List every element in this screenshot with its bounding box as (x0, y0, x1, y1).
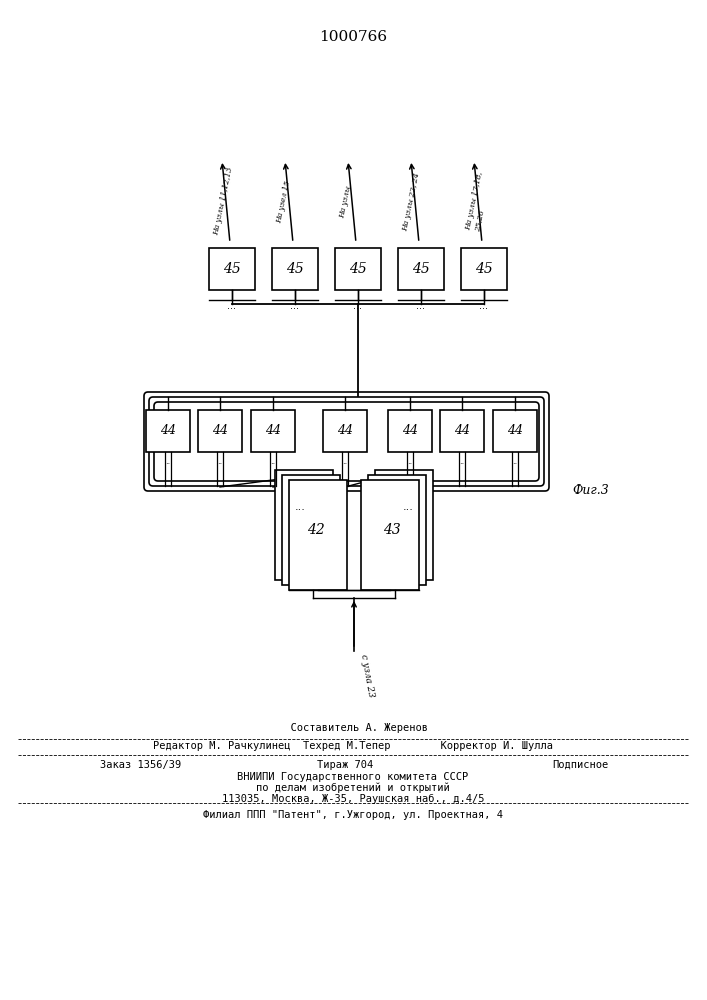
Text: ...: ... (416, 301, 426, 311)
Text: ..: .. (407, 458, 413, 466)
Bar (209, 248, 255, 290)
Bar (146, 410, 190, 452)
Text: На узлы 17,18,
25,26: На узлы 17,18, 25,26 (464, 170, 493, 233)
Bar (335, 248, 381, 290)
Text: Редактор М. Рачкулинец  Техред М.Тепер        Корректор И. Шулла: Редактор М. Рачкулинец Техред М.Тепер Ко… (153, 741, 553, 751)
Text: На узлы 11,12,13: На узлы 11,12,13 (212, 167, 234, 236)
Text: ..: .. (270, 458, 276, 466)
Text: ..: .. (165, 458, 170, 466)
Text: ..: .. (342, 458, 348, 466)
Bar (461, 248, 507, 290)
Text: ..: .. (513, 458, 518, 466)
Text: 45: 45 (286, 262, 304, 276)
Text: ...: ... (228, 301, 237, 311)
Text: Заказ 1356/39: Заказ 1356/39 (100, 760, 181, 770)
Text: 44: 44 (337, 424, 353, 438)
Bar (198, 410, 242, 452)
Text: 44: 44 (454, 424, 470, 438)
Text: 44: 44 (507, 424, 523, 438)
Text: 42: 42 (307, 523, 325, 537)
Text: ..: .. (217, 458, 223, 466)
Text: На узел 15: На узел 15 (275, 179, 292, 224)
Bar (323, 410, 367, 452)
Text: 45: 45 (475, 262, 493, 276)
Bar (282, 475, 340, 585)
Text: 44: 44 (212, 424, 228, 438)
Bar (368, 475, 426, 585)
Text: ...: ... (354, 301, 363, 311)
Text: 45: 45 (412, 262, 430, 276)
Text: ...: ... (402, 502, 414, 524)
Text: 113035, Москва, Ж-35, Раушская наб., д.4/5: 113035, Москва, Ж-35, Раушская наб., д.4… (222, 794, 484, 804)
Text: 1000766: 1000766 (319, 30, 387, 44)
Text: Филиал ППП "Патент", г.Ужгород, ул. Проектная, 4: Филиал ППП "Патент", г.Ужгород, ул. Прое… (203, 810, 503, 820)
Text: с узла 23: с узла 23 (359, 653, 375, 697)
Text: 44: 44 (160, 424, 176, 438)
Text: На узлы 22, 24: На узлы 22, 24 (401, 171, 421, 232)
Text: ...: ... (479, 301, 489, 311)
Bar (375, 470, 433, 580)
Bar (398, 248, 444, 290)
Bar (251, 410, 295, 452)
Bar (440, 410, 484, 452)
Text: 44: 44 (402, 424, 418, 438)
Text: ВНИИПИ Государственного комитета СССР: ВНИИПИ Государственного комитета СССР (238, 772, 469, 782)
Text: 45: 45 (223, 262, 241, 276)
Bar (361, 480, 419, 590)
Text: ...: ... (291, 301, 300, 311)
Bar (493, 410, 537, 452)
Bar (388, 410, 432, 452)
Text: Фиг.3: Фиг.3 (572, 484, 609, 496)
Bar (272, 248, 318, 290)
Text: 44: 44 (265, 424, 281, 438)
Text: 45: 45 (349, 262, 367, 276)
Text: ..: .. (460, 458, 464, 466)
Text: ...: ... (295, 502, 305, 524)
Text: 43: 43 (383, 523, 401, 537)
Text: по делам изобретений и открытий: по делам изобретений и открытий (256, 783, 450, 793)
Text: Подписное: Подписное (552, 760, 608, 770)
Bar (275, 470, 333, 580)
Text: Тираж 704: Тираж 704 (317, 760, 373, 770)
Bar (289, 480, 347, 590)
Text: На узлы: На узлы (338, 184, 353, 219)
Text: Составитель А. Жеренов: Составитель А. Жеренов (278, 723, 428, 733)
